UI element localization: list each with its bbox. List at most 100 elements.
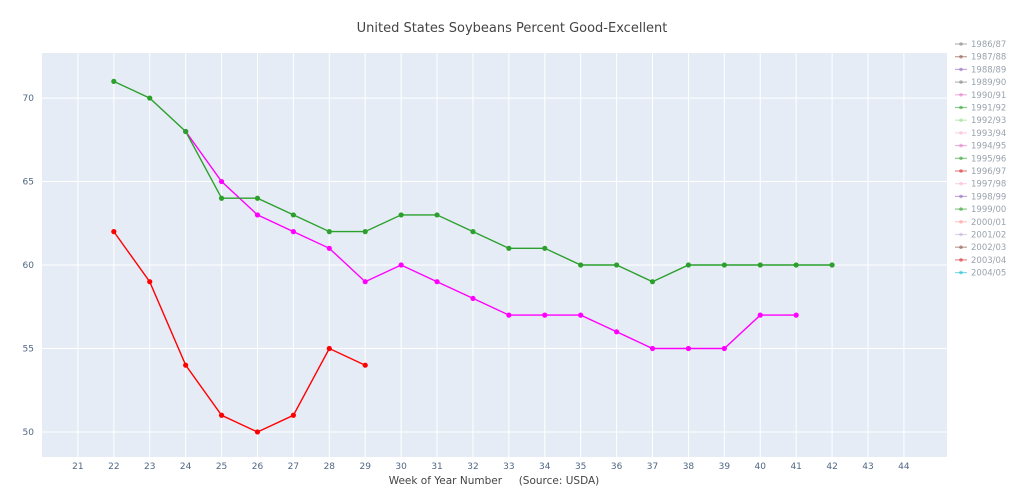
- plot-area: [42, 53, 947, 457]
- legend-item[interactable]: 1993/94: [955, 129, 1006, 139]
- data-point[interactable]: [362, 229, 368, 235]
- x-tick-label: 43: [862, 462, 873, 472]
- legend-swatch-marker: [959, 93, 963, 97]
- data-point[interactable]: [290, 229, 296, 235]
- legend-label: 1993/94: [971, 129, 1006, 139]
- legend-item[interactable]: 2003/04: [955, 256, 1006, 266]
- data-point[interactable]: [542, 312, 548, 318]
- legend-label: 2002/03: [971, 243, 1006, 253]
- legend-item[interactable]: 2004/05: [955, 269, 1006, 279]
- legend-label: 1991/92: [971, 104, 1006, 114]
- legend-item[interactable]: 2001/02: [955, 231, 1006, 241]
- legend-item[interactable]: 1990/91: [955, 91, 1006, 101]
- data-point[interactable]: [793, 312, 799, 318]
- legend-swatch-marker: [959, 232, 963, 237]
- data-point[interactable]: [685, 345, 692, 352]
- legend-item[interactable]: 1991/92: [955, 104, 1006, 114]
- x-tick-label: 42: [826, 462, 837, 472]
- data-point[interactable]: [578, 262, 584, 268]
- x-tick-label: 24: [180, 462, 192, 472]
- legend-label: 1995/96: [971, 154, 1006, 164]
- data-point[interactable]: [470, 229, 476, 235]
- data-point[interactable]: [685, 262, 692, 268]
- data-point[interactable]: [254, 195, 261, 201]
- data-point[interactable]: [290, 212, 296, 218]
- legend-swatch-marker: [959, 220, 963, 224]
- data-point[interactable]: [757, 312, 763, 318]
- legend-swatch-marker: [959, 67, 963, 72]
- data-point[interactable]: [434, 212, 440, 218]
- x-tick-label: 22: [108, 462, 119, 472]
- data-point[interactable]: [542, 245, 548, 251]
- data-point[interactable]: [183, 362, 189, 368]
- data-point[interactable]: [757, 262, 763, 268]
- data-point[interactable]: [218, 178, 225, 185]
- data-point[interactable]: [793, 262, 799, 268]
- data-point[interactable]: [470, 295, 476, 302]
- legend-label: 1998/99: [971, 192, 1006, 202]
- data-point[interactable]: [147, 95, 153, 101]
- data-point[interactable]: [721, 345, 727, 352]
- x-tick-label: 32: [467, 462, 478, 472]
- data-point[interactable]: [578, 312, 584, 318]
- data-point[interactable]: [290, 412, 296, 418]
- data-point[interactable]: [218, 412, 225, 418]
- data-point[interactable]: [254, 429, 261, 435]
- data-point[interactable]: [111, 229, 117, 235]
- data-point[interactable]: [614, 262, 620, 268]
- data-point[interactable]: [434, 279, 440, 285]
- legend-label: 2003/04: [971, 256, 1006, 266]
- legend-item[interactable]: 1999/00: [955, 205, 1006, 215]
- legend-item[interactable]: 1997/98: [955, 180, 1006, 190]
- data-point[interactable]: [183, 128, 189, 135]
- x-tick-label: 33: [503, 462, 514, 472]
- legend-item[interactable]: 1998/99: [955, 192, 1006, 202]
- legend-label: 1990/91: [971, 91, 1006, 101]
- data-point[interactable]: [147, 279, 153, 285]
- x-tick-label: 39: [719, 462, 731, 472]
- data-point[interactable]: [721, 262, 727, 268]
- legend-item[interactable]: 1992/93: [955, 116, 1006, 126]
- legend[interactable]: 1986/87 1987/88 1988/89 1989/90 1990/91 1991/…: [955, 40, 1006, 279]
- legend-swatch-marker: [959, 143, 963, 148]
- data-point[interactable]: [829, 262, 835, 268]
- data-point[interactable]: [362, 362, 368, 368]
- data-point[interactable]: [506, 312, 512, 318]
- data-point[interactable]: [111, 78, 117, 84]
- data-point[interactable]: [398, 262, 404, 268]
- legend-item[interactable]: 1995/96: [955, 154, 1006, 164]
- legend-item[interactable]: 2000/01: [955, 218, 1006, 228]
- data-point[interactable]: [398, 212, 404, 218]
- legend-label: 1997/98: [971, 180, 1006, 190]
- data-point[interactable]: [649, 279, 656, 285]
- series-2: [111, 229, 368, 435]
- legend-item[interactable]: 1989/90: [955, 78, 1006, 88]
- legend-swatch-marker: [959, 42, 963, 46]
- data-point[interactable]: [614, 329, 620, 335]
- legend-item[interactable]: 1986/87: [955, 40, 1006, 50]
- x-tick-label: 37: [647, 462, 658, 472]
- data-point[interactable]: [326, 245, 332, 251]
- data-point[interactable]: [649, 345, 656, 352]
- legend-item[interactable]: 1987/88: [955, 53, 1006, 63]
- legend-item[interactable]: 1996/97: [955, 167, 1006, 177]
- x-tick-label: 36: [611, 462, 623, 472]
- data-point[interactable]: [506, 245, 512, 251]
- x-tick-label: 41: [790, 462, 801, 472]
- legend-item[interactable]: 2002/03: [955, 243, 1006, 253]
- data-point[interactable]: [218, 195, 225, 201]
- legend-item[interactable]: 1988/89: [955, 65, 1006, 75]
- legend-swatch-marker: [959, 131, 963, 135]
- legend-item[interactable]: 1994/95: [955, 142, 1006, 152]
- legend-swatch-marker: [959, 156, 963, 161]
- y-tick-label: 70: [23, 94, 35, 104]
- legend-swatch-marker: [959, 118, 963, 122]
- chart-title: United States Soybeans Percent Good-Exce…: [357, 21, 668, 36]
- data-point[interactable]: [362, 279, 368, 285]
- data-point[interactable]: [326, 345, 332, 352]
- data-point[interactable]: [254, 212, 261, 218]
- legend-label: 1999/00: [971, 205, 1006, 215]
- series-1: [111, 78, 835, 285]
- data-point[interactable]: [326, 229, 332, 235]
- legend-swatch-marker: [959, 54, 963, 59]
